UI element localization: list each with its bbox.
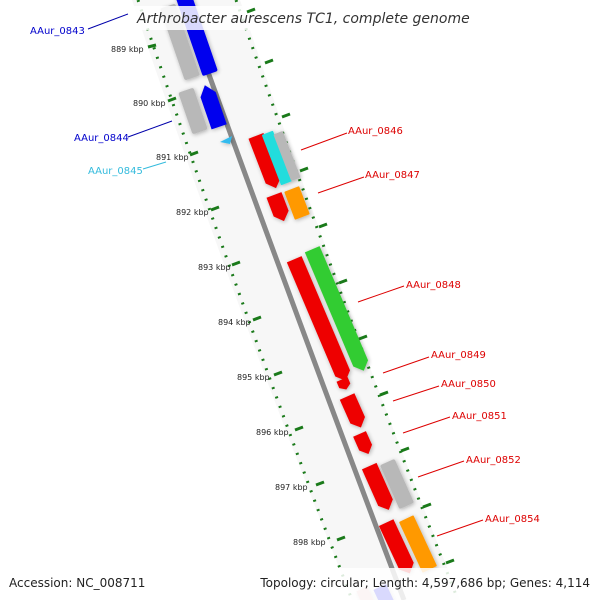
gene-features — [160, 0, 437, 600]
gene-label-0843[interactable]: AAur_0843 — [30, 26, 85, 37]
kbp-label: 889 kbp — [111, 45, 144, 54]
title-backdrop — [132, 6, 442, 30]
gene-label-0851[interactable]: AAur_0851 — [452, 411, 507, 422]
topology-text: Topology: circular; Length: 4,597,686 bp… — [259, 576, 590, 590]
kbp-tick-mark — [273, 370, 283, 377]
kbp-label: 890 kbp — [133, 99, 166, 108]
kbp-tick-mark — [315, 480, 325, 487]
kbp-tick-mark — [189, 150, 199, 157]
gene-feature-grey[interactable] — [178, 88, 208, 135]
kbp-tick-mark — [147, 43, 157, 49]
gene-feature-orange[interactable] — [399, 515, 437, 573]
gene-label-0849[interactable]: AAur_0849 — [431, 350, 486, 361]
kbp-tick-mark — [252, 315, 262, 322]
gene-feature-0845[interactable] — [220, 136, 232, 144]
gene-feature-green[interactable] — [304, 246, 371, 374]
accession-text: Accession: NC_008711 — [9, 576, 145, 590]
kbp-tick-mark — [210, 205, 220, 212]
gene-feature-0847[interactable] — [266, 192, 292, 224]
gene-label-0848[interactable]: AAur_0848 — [406, 280, 461, 291]
genome-title: Arthrobacter aurescens TC1, complete gen… — [136, 11, 470, 27]
gene-feature-0850[interactable] — [339, 393, 368, 431]
kbp-label: 892 kbp — [176, 208, 209, 217]
kbp-tick-mark — [294, 425, 304, 432]
gene-feature-0846[interactable] — [248, 132, 283, 191]
gene-feature-grey[interactable] — [380, 459, 414, 509]
kbp-ticks: 889 kbp 890 kbp 891 kbp 892 kbp 893 kbp … — [111, 43, 346, 547]
kbp-label: 894 kbp — [218, 318, 251, 327]
right-gene-labels: AAur_0846 AAur_0847 AAur_0848 AAur_0849 … — [300, 126, 540, 537]
genome-backbone — [179, 0, 407, 600]
gene-label-0854[interactable]: AAur_0854 — [485, 514, 540, 525]
kbp-tick-mark — [231, 260, 241, 267]
gene-label-0847[interactable]: AAur_0847 — [365, 170, 420, 181]
gene-label-0852[interactable]: AAur_0852 — [466, 455, 521, 466]
kbp-label: 897 kbp — [275, 483, 308, 492]
kbp-tick-mark — [167, 96, 177, 103]
left-gene-labels: AAur_0843 AAur_0844 AAur_0845 — [30, 13, 173, 177]
kbp-label: 898 kbp — [293, 538, 326, 547]
footer-backdrop — [0, 568, 600, 600]
kbp-label: 896 kbp — [256, 428, 289, 437]
gene-feature-0849[interactable] — [336, 377, 352, 392]
kbp-label: 891 kbp — [156, 153, 189, 162]
right-tick-marks — [246, 7, 455, 565]
gene-label-0844[interactable]: AAur_0844 — [74, 133, 129, 144]
gene-feature-cyan[interactable] — [262, 130, 293, 186]
gene-label-0846[interactable]: AAur_0846 — [348, 126, 403, 137]
gene-feature-0852[interactable] — [361, 462, 396, 513]
kbp-label: 895 kbp — [237, 373, 270, 382]
gene-feature-0848[interactable] — [286, 256, 353, 384]
gene-feature-orange[interactable] — [284, 186, 310, 220]
gene-feature-0844[interactable] — [197, 83, 227, 130]
kbp-tick-mark — [336, 535, 346, 542]
gene-feature-0854[interactable] — [378, 519, 417, 577]
gene-label-0850[interactable]: AAur_0850 — [441, 379, 496, 390]
gene-feature-0851[interactable] — [353, 431, 375, 457]
kbp-label: 893 kbp — [198, 263, 231, 272]
gene-feature-grey[interactable] — [273, 131, 301, 181]
genome-track-band — [132, 0, 460, 600]
gene-label-0845[interactable]: AAur_0845 — [88, 166, 143, 177]
